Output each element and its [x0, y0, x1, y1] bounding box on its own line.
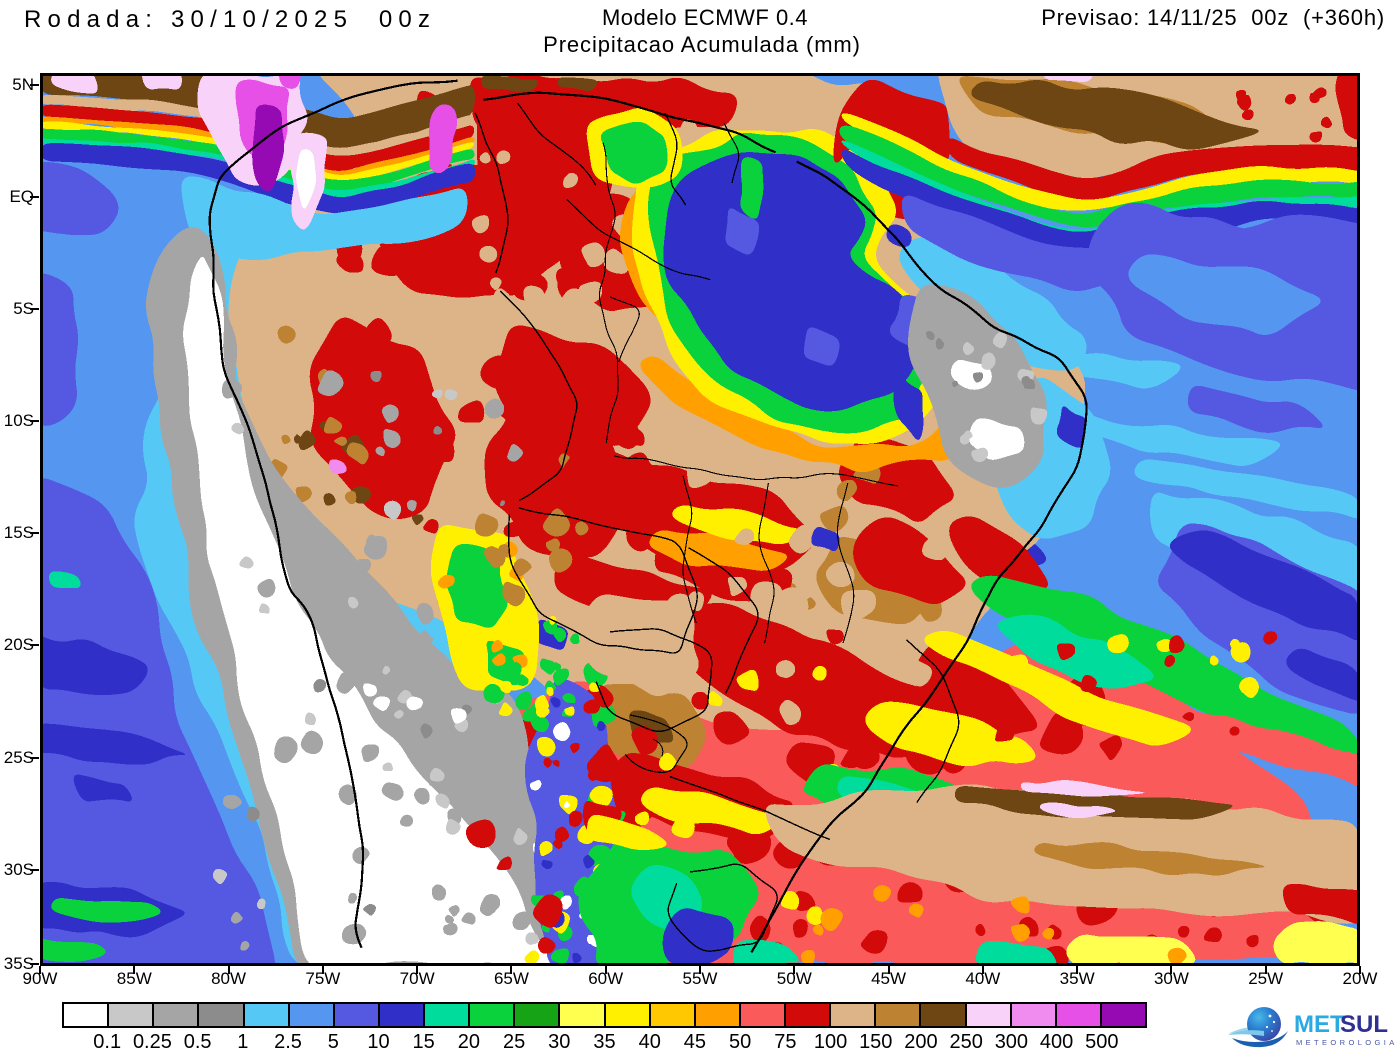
svg-text:METEOROLOGIA: METEOROLOGIA [1296, 1038, 1398, 1047]
svg-text:SUL: SUL [1340, 1011, 1388, 1038]
svg-text:MET: MET [1294, 1011, 1345, 1038]
